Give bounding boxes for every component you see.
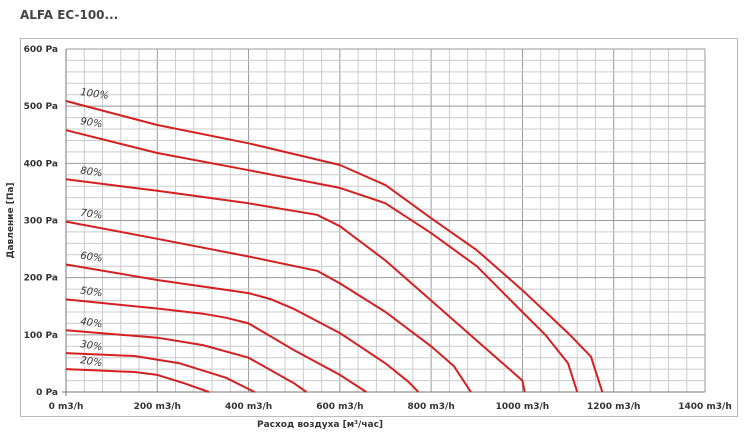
curve-60pct (65, 263, 420, 393)
curve-label: 20% (80, 355, 104, 369)
curve-label: 90% (80, 116, 104, 130)
curve-20pct (65, 368, 210, 393)
y-tick-label: 100 Pa (24, 331, 58, 341)
y-tick-label: 500 Pa (24, 102, 58, 112)
x-tick-label: 200 m3/h (134, 402, 181, 412)
y-tick-label: 300 Pa (24, 217, 58, 227)
x-tick-label: 0 m3/h (49, 402, 84, 412)
chart-title: ALFA EC-100... (20, 8, 119, 22)
y-tick-label: 600 Pa (24, 45, 58, 55)
curve-40pct (65, 329, 308, 393)
curve-label: 70% (80, 208, 104, 222)
curve-label: 80% (80, 165, 104, 179)
curve-80pct (65, 178, 526, 393)
chart-frame (20, 38, 738, 417)
x-tick-label: 1000 m3/h (496, 402, 550, 412)
curve-label: 30% (80, 339, 104, 353)
x-axis-label: Расход воздуха [м³/час] (257, 420, 383, 430)
y-tick-label: 400 Pa (24, 159, 58, 169)
curve-50pct (65, 298, 367, 393)
y-tick-label: 0 Pa (36, 388, 58, 398)
curve-30pct (65, 352, 255, 393)
y-axis-label: Давление [Па] (6, 182, 16, 258)
curve-label: 50% (80, 285, 104, 299)
x-tick-label: 1400 m3/h (678, 402, 732, 412)
curve-label: 40% (80, 316, 104, 330)
x-tick-label: 600 m3/h (316, 402, 363, 412)
curve-label: 100% (80, 87, 110, 102)
curve-70pct (65, 220, 472, 393)
curve-label: 60% (80, 251, 104, 265)
y-tick-label: 200 Pa (24, 274, 58, 284)
curve-90pct (65, 129, 579, 393)
x-tick-label: 400 m3/h (225, 402, 272, 412)
curve-100pct (65, 100, 604, 393)
x-tick-label: 800 m3/h (408, 402, 455, 412)
x-tick-label: 1200 m3/h (587, 402, 641, 412)
